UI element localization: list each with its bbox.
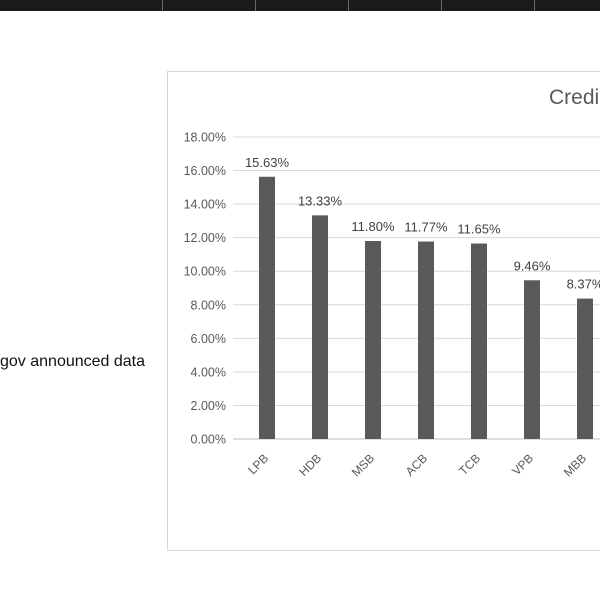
bars <box>259 176 593 439</box>
y-tick-label: 8.00% <box>191 298 226 312</box>
x-tick-label: HDB <box>296 451 324 479</box>
data-label: 8.37% <box>567 277 600 292</box>
top-bar-divider <box>348 0 349 11</box>
y-tick-label: 0.00% <box>191 433 226 447</box>
x-tick-label: TCB <box>456 451 483 478</box>
data-label: 11.65% <box>457 222 501 237</box>
y-axis-ticks: 0.00% 2.00% 4.00% 6.00% 8.00% 10.00% 12.00% 14.… <box>184 131 226 447</box>
x-axis-ticks: LPB HDB MSB ACB TCB VPB MBB <box>245 451 589 479</box>
bar-mbb[interactable] <box>577 298 593 439</box>
x-tick-label: LPB <box>245 451 271 477</box>
y-tick-label: 6.00% <box>191 332 226 346</box>
bar-lpb[interactable] <box>259 176 275 439</box>
y-tick-label: 14.00% <box>184 198 226 212</box>
bar-msb[interactable] <box>365 241 381 439</box>
data-label: 11.80% <box>351 219 395 234</box>
data-label: 11.77% <box>404 220 448 235</box>
y-tick-label: 12.00% <box>184 231 226 245</box>
x-tick-label: VPB <box>509 451 536 478</box>
y-tick-label: 4.00% <box>191 365 226 379</box>
data-label: 13.33% <box>298 193 343 208</box>
y-tick-label: 18.00% <box>184 131 226 145</box>
bar-vpb[interactable] <box>524 280 540 439</box>
top-bar-divider <box>255 0 256 11</box>
window-top-bar <box>0 0 600 11</box>
bar-hdb[interactable] <box>312 215 328 439</box>
data-label: 9.46% <box>514 258 551 273</box>
y-tick-label: 2.00% <box>191 399 226 413</box>
top-bar-divider <box>534 0 535 11</box>
data-label: 15.63% <box>245 155 290 170</box>
bar-acb[interactable] <box>418 241 434 439</box>
y-tick-label: 10.00% <box>184 265 226 279</box>
bar-tcb[interactable] <box>471 243 487 439</box>
x-tick-label: ACB <box>403 451 430 478</box>
chart-title: Credi <box>549 86 600 109</box>
side-text: gov announced data <box>0 353 146 370</box>
data-labels: 15.63% 13.33% 11.80% 11.77% 11.65% 9.46% 8.37% <box>245 155 600 292</box>
x-tick-label: MBB <box>561 451 589 479</box>
top-bar-divider <box>441 0 442 11</box>
top-bar-divider <box>162 0 163 11</box>
x-tick-label: MSB <box>349 451 377 479</box>
gridlines <box>233 136 600 440</box>
y-tick-label: 16.00% <box>184 164 226 178</box>
